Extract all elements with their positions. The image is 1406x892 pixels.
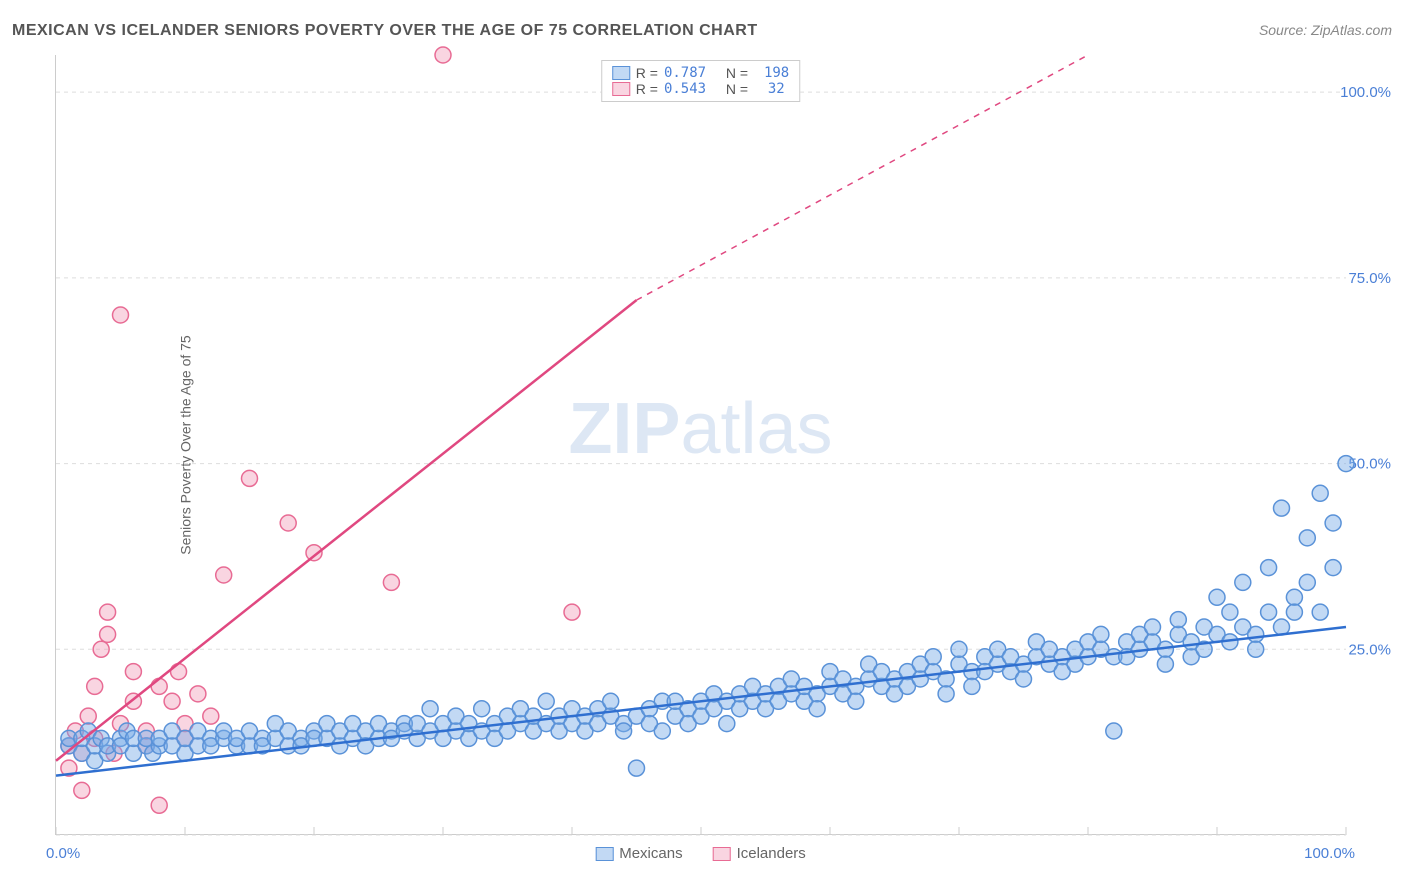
scatter-svg: 25.0%50.0%75.0%100.0% — [56, 55, 1346, 835]
legend-stats: R = 0.787 N = 198 R = 0.543 N = 32 — [601, 60, 801, 102]
legend-series: Mexicans Icelanders — [595, 845, 806, 862]
svg-text:100.0%: 100.0% — [1340, 84, 1391, 101]
x-axis-label-left: 0.0% — [46, 845, 80, 862]
legend-swatch-icelanders — [612, 82, 630, 96]
r-label-2: R = — [636, 81, 658, 97]
legend-swatch-mexicans — [612, 66, 630, 80]
source-label: Source: ZipAtlas.com — [1259, 22, 1392, 38]
svg-text:25.0%: 25.0% — [1348, 641, 1391, 658]
svg-text:75.0%: 75.0% — [1348, 270, 1391, 287]
n-value-icelanders: 32 — [768, 81, 785, 97]
legend-item-icelanders: Icelanders — [713, 845, 806, 862]
x-axis-label-right: 100.0% — [1304, 845, 1355, 862]
chart-title: MEXICAN VS ICELANDER SENIORS POVERTY OVE… — [12, 22, 758, 40]
r-value-mexicans: 0.787 — [664, 65, 706, 81]
legend-swatch-mexicans-2 — [595, 847, 613, 861]
n-value-mexicans: 198 — [764, 65, 789, 81]
legend-item-mexicans: Mexicans — [595, 845, 682, 862]
r-value-icelanders: 0.543 — [664, 81, 706, 97]
plot-area: Seniors Poverty Over the Age of 75 ZIPat… — [55, 55, 1345, 835]
r-label: R = — [636, 65, 658, 81]
n-label: N = — [726, 65, 748, 81]
legend-label-mexicans: Mexicans — [619, 845, 682, 862]
legend-label-icelanders: Icelanders — [737, 845, 806, 862]
legend-stats-row-icelanders: R = 0.543 N = 32 — [612, 81, 790, 97]
svg-text:50.0%: 50.0% — [1348, 456, 1391, 473]
n-label-2: N = — [726, 81, 748, 97]
legend-swatch-icelanders-2 — [713, 847, 731, 861]
legend-stats-row-mexicans: R = 0.787 N = 198 — [612, 65, 790, 81]
